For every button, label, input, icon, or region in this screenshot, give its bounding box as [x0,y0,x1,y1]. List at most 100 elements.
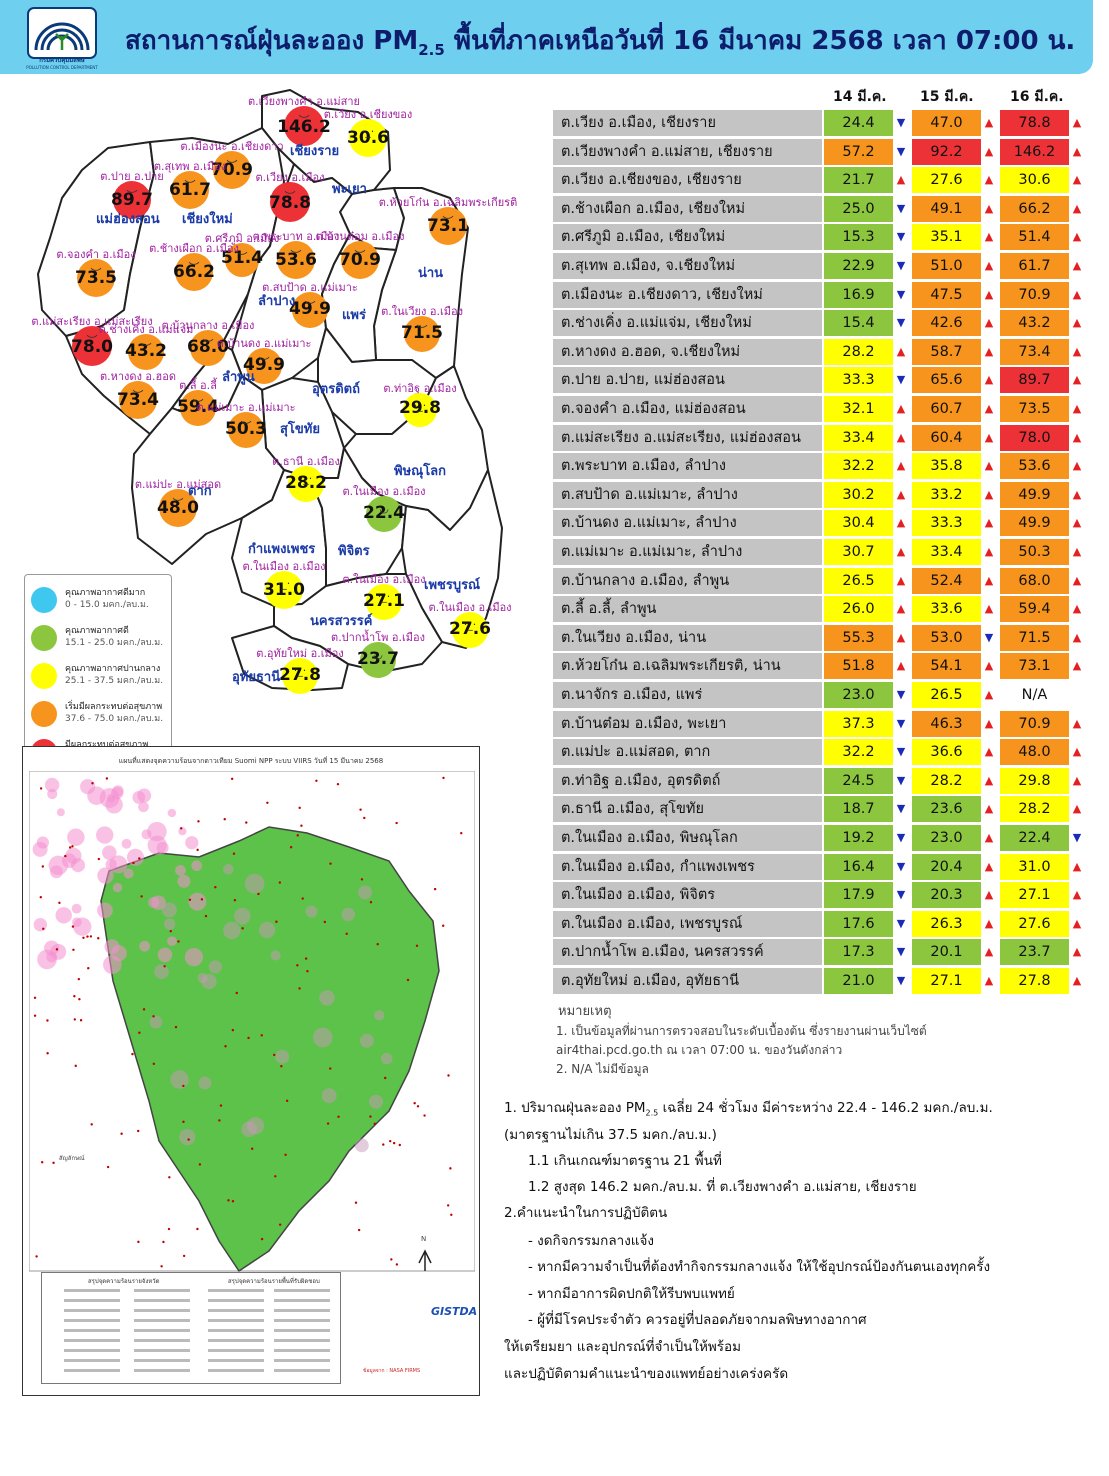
station-name: ต.ธานี อ.เมือง, สุโขทัย [553,796,822,823]
trend-up-icon: ▲ [984,688,994,701]
summary-line [134,1339,190,1342]
face-icon: ︶ [226,159,238,172]
trend-up-icon: ▲ [896,173,906,187]
station-name: ต.ในเวียง อ.เมือง, น่าน [553,624,822,651]
site-bubble: ·_· 27.1 [363,584,405,620]
trend-up-icon: ▲ [896,602,906,616]
pm25-value-day-3: 27.1 [1000,882,1069,909]
site-bubble: ·_· 27.6 [449,612,491,648]
station-name: ต.บ้านดง อ.แม่เมาะ, ลำปาง [553,510,822,537]
legend-item: เริ่มมีผลกระทบต่อสุขภาพ 37.6 - 75.0 มคก./… [31,699,171,731]
table-row: ต.บ้านต๋อม อ.เมือง, พะเยา 37.3 ▼ 46.3 ▲ 70.9 ▲ [552,710,1088,739]
face-icon: ︶ [442,215,454,228]
trend-down-icon: ▼ [896,888,906,902]
station-name: ต.ในเมือง อ.เมือง, พิษณุโลก [553,825,822,851]
hotspot-summary-box: สรุปจุดความร้อนรายจังหวัด สรุปจุดความร้อ… [41,1272,341,1384]
north-arrow-label: N [421,1235,427,1243]
pm25-value-day-2: 47.0 [912,110,981,136]
pm25-value-day-1: 32.2 [824,453,893,480]
site-bubble: ︶ 59.4 [177,390,219,426]
province-label: พะเยา [332,182,367,197]
trend-down-icon: ▼ [896,116,906,129]
trend-up-icon: ▲ [896,659,906,673]
province-label: เชียงใหม่ [182,212,233,227]
summary-line [134,1369,190,1372]
summary-line-1: 1. ปริมาณฝุ่นละออง PM2.5 เฉลี่ย 24 ชั่วโ… [504,1096,993,1118]
pm25-value-day-1: 26.5 [824,567,893,594]
trend-up-icon: ▲ [1072,745,1082,759]
face-icon: ︶ [290,249,302,262]
pm25-value-day-2: 51.0 [912,253,981,279]
note-2: 2. N/A ไม่มีข้อมูล [556,1062,649,1076]
legend-item: คุณภาพอากาศปานกลาง 25.1 - 37.5 มคก./ลบ.ม. [31,661,171,693]
trend-down-icon: ▼ [896,373,906,387]
station-name: ต.บ้านต๋อม อ.เมือง, พะเยา [553,710,822,737]
pm25-value-day-3: 27.8 [1000,968,1069,994]
trend-down-icon: ▼ [896,144,906,158]
pm25-value-day-3: 53.6 [1000,453,1069,480]
site-label: ต.พระบาท อ.เมือง [252,230,340,243]
trend-up-icon: ▲ [1072,116,1082,129]
satellite-title: แผนที่แสดงจุดความร้อนจากดาวเทียม Suomi N… [118,757,384,765]
pm25-value-day-1: 18.7 [824,796,893,823]
trend-down-icon: ▼ [984,630,994,644]
legend-swatch [31,587,57,613]
pm25-value-day-2: 33.3 [912,510,981,537]
summary-line [208,1329,264,1332]
pm25-value-day-1: 19.2 [824,825,893,851]
station-name: ต.ช้างเผือก อ.เมือง, เชียงใหม่ [553,195,822,222]
pm25-value-day-2: 60.4 [912,424,981,451]
site-bubble: ︶ 61.7 [169,171,211,209]
pm25-value-day-3: 59.4 [1000,596,1069,623]
pm25-value-day-2: 54.1 [912,653,981,680]
legend-swatch [31,625,57,651]
pm25-value-day-1: 16.4 [824,853,893,880]
trend-down-icon: ▼ [896,259,906,272]
site-label: ต.เมืองนะ อ.เชียงดาว [180,140,284,153]
site-bubble: ︶ 43.2 [125,334,167,370]
table-row: ต.เวียง อ.เชียงของ, เชียงราย 21.7 ▲ 27.6 ▲ 30… [552,166,1088,195]
station-name: ต.อุทัยใหม่ อ.เมือง, อุทัยธานี [553,968,822,994]
site-label: ต.ศรีภูมิ อ.เมือง [204,232,280,245]
pm25-value-day-1: 30.4 [824,510,893,537]
summary-left-title: สรุปจุดความร้อนรายจังหวัด [88,1278,160,1285]
province-label: พิษณุโลก [394,464,447,479]
trend-up-icon: ▲ [984,430,994,444]
site-label: ต.แม่สะเรียง อ.แม่สะเรียง [31,315,153,328]
site-value: 89.7 [111,190,153,210]
pm25-value-day-3: 29.8 [1000,767,1069,794]
site-label: ต.ท่าอิฐ อ.เมือง [383,382,457,395]
pm25-value-day-3: 66.2 [1000,195,1069,222]
summary-line-6: ให้เตรียมยา และอุปกรณ์ที่จำเป็นให้พร้อม [504,1339,742,1355]
table-row: ต.ลี้ อ.ลี้, ลำพูน 26.0 ▲ 33.6 ▲ 59.4 ▲ [552,595,1088,624]
face-icon: ︶ [90,267,102,280]
province-label: ตาก [188,484,212,499]
legend-range: 0 - 15.0 มคก./ลบ.ม. [65,600,149,610]
advice-3: - หากมีอาการผิดปกติให้รีบพบแพทย์ [528,1286,735,1302]
face-icon: ︶ [172,497,184,510]
pm25-value-day-3: 68.0 [1000,567,1069,594]
trend-up-icon: ▲ [984,745,994,759]
site-bubble: ︶ 50.3 [225,412,267,448]
site-bubble: ︶ 68.0 [187,330,229,366]
pm25-value-day-3: 30.6 [1000,167,1069,194]
summary-line [208,1299,264,1302]
pm25-value-day-3: 146.2 [1000,138,1069,165]
site-bubble: ︶ 73.5 [75,259,117,297]
province-label: เชียงราย [290,144,340,159]
pm25-value-day-2: 33.2 [912,481,981,508]
summary-line [64,1289,120,1292]
face-icon: ︶ [202,338,214,351]
site-value: 70.9 [211,160,253,180]
station-name: ต.แม่เมาะ อ.แม่เมาะ, ลำปาง [553,539,822,565]
trend-up-icon: ▲ [1072,459,1082,473]
pm25-value-day-3: 61.7 [1000,253,1069,279]
trend-up-icon: ▲ [896,430,906,444]
notes-title: หมายเหตุ [558,1004,612,1019]
site-label: ต.ในเวียง อ.เมือง [381,305,463,318]
trend-up-icon: ▲ [984,773,994,787]
site-value: 53.6 [275,250,317,270]
summary-l1-sub: 2.5 [645,1108,659,1118]
summary-line [274,1339,330,1342]
site-label: ต.ธานี อ.เมือง [272,455,340,468]
